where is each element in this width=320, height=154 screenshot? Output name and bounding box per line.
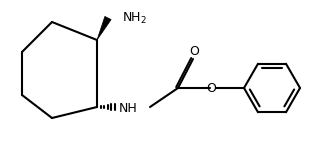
Text: O: O xyxy=(189,45,199,57)
Text: NH$_2$: NH$_2$ xyxy=(122,10,147,26)
Text: O: O xyxy=(206,81,216,95)
Polygon shape xyxy=(97,16,111,40)
Text: NH: NH xyxy=(119,101,138,115)
